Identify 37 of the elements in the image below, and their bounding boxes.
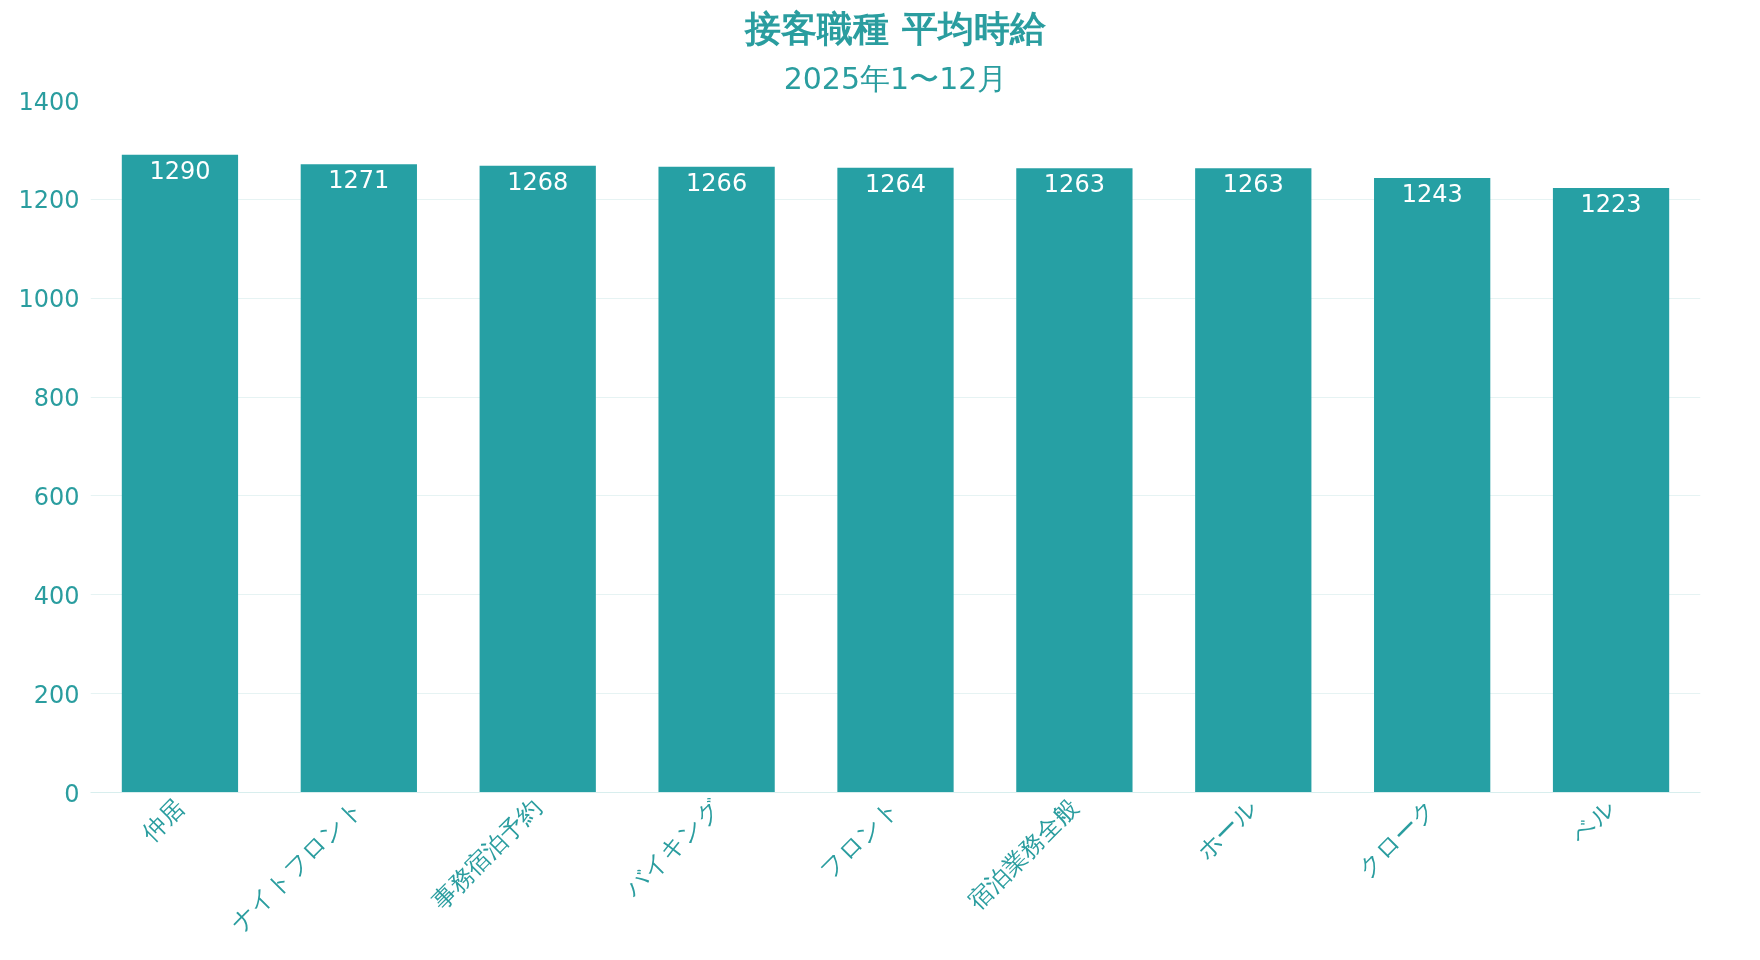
data-label: 1266 xyxy=(686,168,748,197)
data-label: 1268 xyxy=(507,167,569,196)
x-tick-label: 仲居 xyxy=(136,793,190,848)
x-tick-label: ホール xyxy=(1191,793,1264,866)
data-label: 1223 xyxy=(1580,189,1642,218)
y-tick-label: 1400 xyxy=(18,87,80,116)
x-tick-label: ベル xyxy=(1565,793,1621,849)
bar xyxy=(121,154,239,793)
x-tick-label: バイキング xyxy=(617,793,727,903)
bar xyxy=(1552,187,1670,793)
y-tick-label: 0 xyxy=(64,779,80,808)
bar xyxy=(1195,168,1312,793)
bar xyxy=(1016,168,1133,793)
bar xyxy=(837,167,954,793)
chart-subtitle: 2025年1〜12月 xyxy=(783,60,1008,96)
y-tick-label: 400 xyxy=(33,581,80,610)
x-tick-label: 宿泊業務全般 xyxy=(962,793,1085,916)
bar xyxy=(479,165,596,793)
x-tick-label: クローク xyxy=(1352,793,1443,884)
y-tick-label: 1000 xyxy=(18,285,80,314)
data-label: 1264 xyxy=(864,169,927,198)
x-tick-label: 事務宿泊予約 xyxy=(426,793,548,916)
y-tick-label: 200 xyxy=(33,680,80,709)
y-tick-label: 600 xyxy=(33,482,80,511)
data-label: 1243 xyxy=(1401,180,1463,209)
bar xyxy=(300,164,417,793)
chart-title: 接客職種 平均時給 xyxy=(744,7,1047,49)
x-tick-label: フロント xyxy=(814,793,906,885)
data-label: 1290 xyxy=(149,156,211,185)
bar xyxy=(1374,178,1491,793)
data-label: 1271 xyxy=(328,166,390,195)
y-tick-label: 800 xyxy=(33,384,80,413)
x-tick-label: ナイトフロント xyxy=(225,793,369,938)
data-label: 1263 xyxy=(1222,170,1284,199)
bar xyxy=(658,166,775,793)
data-label: 1263 xyxy=(1043,170,1105,199)
y-tick-label: 1200 xyxy=(18,186,80,215)
